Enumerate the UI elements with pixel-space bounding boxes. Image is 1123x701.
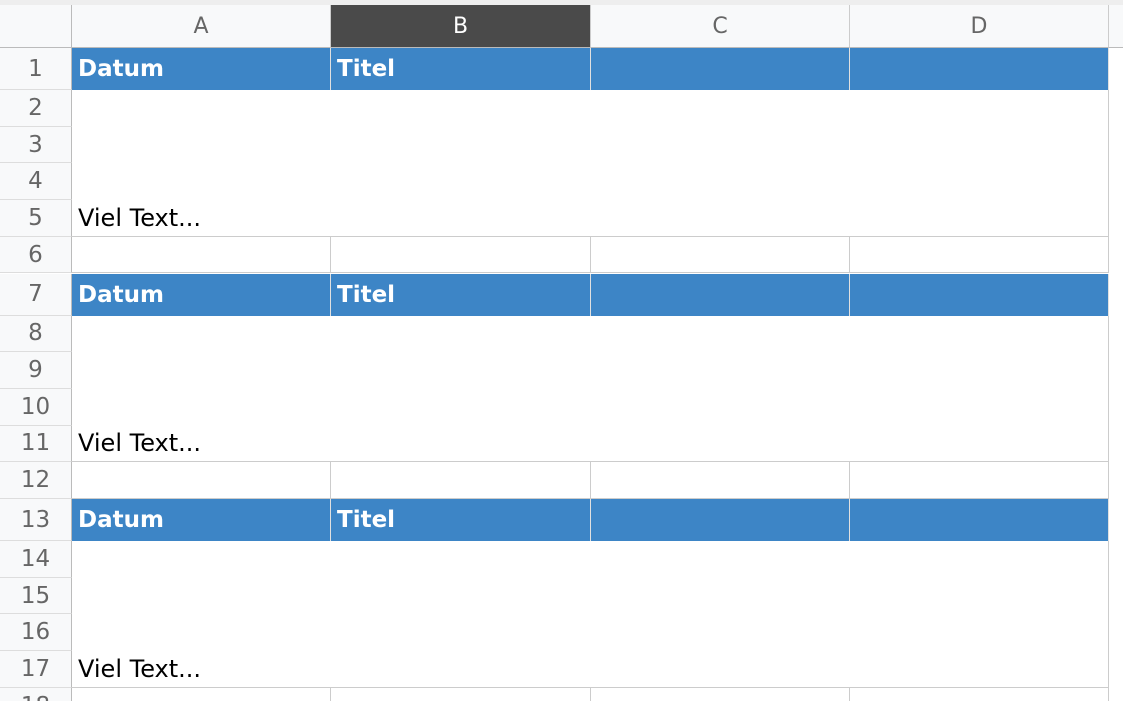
empty-cell[interactable]: [850, 687, 1109, 701]
header-cell[interactable]: Datum: [72, 499, 331, 541]
corner: [0, 5, 72, 48]
empty-cell[interactable]: [850, 462, 1109, 499]
column-header[interactable]: D: [850, 5, 1109, 48]
row-number[interactable]: 6: [0, 236, 72, 274]
header-cell[interactable]: [591, 499, 850, 541]
empty-cell[interactable]: [850, 236, 1109, 274]
column-header[interactable]: C: [591, 5, 850, 48]
header-cell[interactable]: Titel: [331, 273, 591, 316]
row-number[interactable]: 7: [0, 273, 72, 316]
empty-cell[interactable]: [331, 236, 591, 274]
empty-cell[interactable]: [331, 462, 591, 499]
column-header-filler: [1109, 5, 1123, 48]
empty-cell[interactable]: [591, 462, 850, 499]
row-number[interactable]: 13: [0, 499, 72, 541]
empty-cell[interactable]: [72, 236, 331, 274]
row-number[interactable]: 3: [0, 126, 72, 164]
header-cell[interactable]: Datum: [72, 273, 331, 316]
row-number[interactable]: 4: [0, 163, 72, 201]
row-number[interactable]: 14: [0, 541, 72, 578]
row-number[interactable]: 5: [0, 200, 72, 237]
header-cell[interactable]: [591, 48, 850, 90]
row-number[interactable]: 17: [0, 651, 72, 688]
toolbar-edge: [0, 0, 1123, 5]
row-number[interactable]: 1: [0, 48, 72, 90]
row-number[interactable]: 18: [0, 687, 72, 701]
header-cell[interactable]: [850, 48, 1109, 90]
merged-text-cell[interactable]: Viel Text...: [72, 315, 1109, 463]
row-number[interactable]: 9: [0, 352, 72, 389]
empty-cell[interactable]: [72, 462, 331, 499]
row-number[interactable]: 12: [0, 462, 72, 499]
empty-cell[interactable]: [72, 687, 331, 701]
empty-cell[interactable]: [591, 687, 850, 701]
header-cell[interactable]: [850, 499, 1109, 541]
merged-text-cell[interactable]: Viel Text...: [72, 90, 1109, 237]
header-cell[interactable]: Titel: [331, 499, 591, 541]
empty-cell[interactable]: [331, 687, 591, 701]
header-cell[interactable]: Titel: [331, 48, 591, 90]
row-number[interactable]: 15: [0, 577, 72, 615]
row-number[interactable]: 16: [0, 614, 72, 652]
row-number[interactable]: 10: [0, 388, 72, 426]
column-header[interactable]: B: [331, 5, 591, 48]
header-cell[interactable]: [591, 273, 850, 316]
header-cell[interactable]: Datum: [72, 48, 331, 90]
row-number[interactable]: 11: [0, 425, 72, 463]
empty-cell[interactable]: [591, 236, 850, 274]
row-number[interactable]: 2: [0, 90, 72, 127]
header-cell[interactable]: [850, 273, 1109, 316]
merged-text-cell[interactable]: Viel Text...: [72, 541, 1109, 688]
column-header[interactable]: A: [72, 5, 331, 48]
row-number[interactable]: 8: [0, 315, 72, 353]
